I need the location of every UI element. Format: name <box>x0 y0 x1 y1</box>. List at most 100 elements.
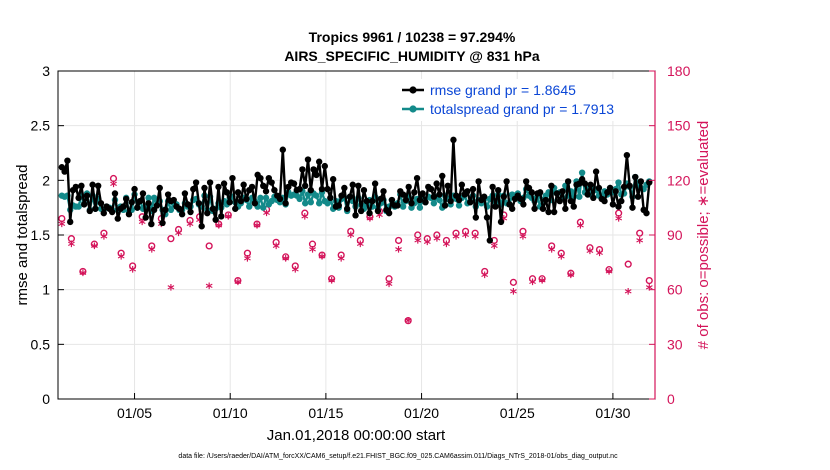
rmse-point <box>590 194 597 202</box>
rmse-point <box>562 205 569 212</box>
rmse-point <box>243 195 250 203</box>
rmse-point <box>128 199 135 206</box>
obs-possible-point <box>224 211 232 219</box>
obs-possible-point <box>624 260 632 268</box>
rmse-point <box>363 197 370 205</box>
rmse-point <box>61 168 68 175</box>
obs-possible-point <box>243 249 252 257</box>
x-axis-label: Jan.01,2018 00:00:00 start <box>267 427 446 444</box>
y-left-tick-label: 2.5 <box>31 118 51 134</box>
rmse-point <box>78 182 85 189</box>
totalspread-point <box>615 179 622 186</box>
rmse-point <box>508 205 516 212</box>
x-tick-label: 01/25 <box>500 405 535 421</box>
rmse-point <box>469 185 477 193</box>
obs-evaluated-point: * <box>510 286 518 302</box>
totalspread-point <box>576 193 583 200</box>
obs-possible-point <box>615 209 623 217</box>
obs-possible-point <box>301 209 309 217</box>
obs-evaluated-point: * <box>577 221 585 237</box>
obs-evaluated-point: * <box>225 212 233 228</box>
obs-possible-point <box>205 242 213 250</box>
rmse-point <box>536 189 544 196</box>
obs-evaluated-point: * <box>167 283 175 299</box>
obs-evaluated-point: * <box>215 221 223 237</box>
rmse-point <box>279 146 287 153</box>
obs-evaluated-point: * <box>558 252 566 268</box>
rmse-point <box>335 202 342 209</box>
y-left-tick-label: 1.5 <box>31 227 51 243</box>
obs-possible-point <box>174 225 183 234</box>
obs-possible-point <box>282 253 290 261</box>
rmse-point <box>632 173 639 181</box>
rmse-point <box>503 178 510 185</box>
rmse-point <box>601 197 608 205</box>
rmse-point <box>327 194 334 202</box>
rmse-point <box>399 191 407 198</box>
obs-possible-point <box>79 267 87 276</box>
rmse-point <box>276 195 284 203</box>
rmse-point <box>262 188 270 195</box>
rmse-point <box>187 208 194 216</box>
rmse-point <box>204 209 211 217</box>
rmse-point <box>355 182 362 189</box>
rmse-point <box>234 189 242 196</box>
rmse-point <box>620 183 628 191</box>
rmse-point <box>369 197 376 205</box>
rmse-point <box>111 190 119 197</box>
rmse-point <box>89 181 96 188</box>
obs-evaluated-point: * <box>424 237 432 253</box>
rmse-point <box>520 201 527 208</box>
x-tick-label: 01/05 <box>117 405 152 421</box>
rmse-point <box>329 176 337 183</box>
obs-possible-point <box>471 229 479 237</box>
y-left-tick-label: 0.5 <box>31 336 51 352</box>
rmse-point <box>495 186 502 194</box>
obs-evaluated-point: * <box>414 235 422 251</box>
rmse-point <box>646 179 653 186</box>
obs-possible-point <box>394 236 403 245</box>
y-axis-left: 0 0.5 1 1.5 2 2.5 3 <box>31 63 64 407</box>
totalspread-point <box>455 202 463 209</box>
rmse-point <box>232 205 239 212</box>
rmse-point <box>360 186 368 194</box>
rmse-point <box>618 197 625 205</box>
totalspread-point <box>145 194 152 202</box>
rmse-point <box>260 182 267 189</box>
rmse-point <box>223 189 231 196</box>
rmse-point <box>108 208 116 216</box>
rmse-point <box>592 168 600 175</box>
totalspread-point <box>260 204 267 211</box>
obs-evaluated-point: * <box>110 179 118 195</box>
y-axis-right-label: # of obs: o=possible; ∗=evaluated <box>695 121 712 350</box>
y-right-tick-label: 90 <box>667 227 683 243</box>
rmse-point <box>629 204 636 211</box>
totalspread-point <box>416 204 424 211</box>
rmse-point <box>500 193 508 200</box>
rmse-point <box>181 190 189 197</box>
rmse-point <box>553 190 561 197</box>
obs-possible-point <box>452 229 460 237</box>
obs-evaluated-point: * <box>139 217 147 233</box>
obs-possible-point <box>586 244 594 252</box>
obs-possible-point <box>215 220 223 228</box>
obs-possible-point <box>356 236 364 245</box>
rmse-point <box>229 174 236 182</box>
obs-possible-point <box>67 235 75 243</box>
obs-evaluated-point: * <box>79 268 87 284</box>
totalspread-point <box>313 192 320 199</box>
rmse-point <box>419 190 426 197</box>
rmse-point <box>125 211 133 218</box>
rmse-point <box>341 184 348 192</box>
totalspread-point <box>246 203 253 210</box>
totalspread-point <box>150 194 158 202</box>
obs-possible-point <box>645 276 653 285</box>
rmse-point <box>282 200 289 207</box>
totalspread-point <box>399 203 407 210</box>
rmse-point <box>218 213 225 220</box>
rmse-point <box>550 208 558 216</box>
rmse-point <box>539 205 547 212</box>
obs-evaluated-point: * <box>282 254 290 270</box>
rmse-point <box>467 199 474 206</box>
